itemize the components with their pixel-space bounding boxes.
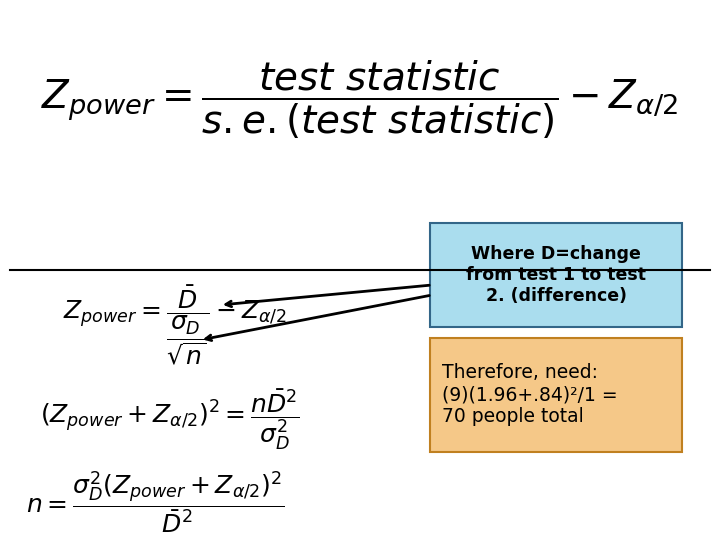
- Text: Where D=change
from test 1 to test
2. (difference): Where D=change from test 1 to test 2. (d…: [466, 245, 646, 305]
- Text: $n = \dfrac{\sigma_D^{2}\left(Z_{power} + Z_{\alpha/2}\right)^2}{\bar{D}^2}$: $n = \dfrac{\sigma_D^{2}\left(Z_{power} …: [26, 469, 284, 535]
- FancyBboxPatch shape: [430, 338, 682, 452]
- Text: $\left(Z_{power} + Z_{\alpha/2}\right)^2 = \dfrac{n\bar{D}^2}{\sigma_D^{2}}$: $\left(Z_{power} + Z_{\alpha/2}\right)^2…: [40, 388, 300, 452]
- FancyBboxPatch shape: [430, 223, 682, 327]
- Text: $Z_{power} = \dfrac{\bar{D}}{\dfrac{\sigma_D}{\sqrt{n}}} - Z_{\alpha/2}$: $Z_{power} = \dfrac{\bar{D}}{\dfrac{\sig…: [63, 283, 287, 367]
- Text: $Z_{power} = \dfrac{\mathit{test\ statistic}}{\mathit{s.e.(test\ statistic)}} - : $Z_{power} = \dfrac{\mathit{test\ statis…: [42, 59, 678, 141]
- Text: Therefore, need:
(9)(1.96+.84)²/1 =
70 people total: Therefore, need: (9)(1.96+.84)²/1 = 70 p…: [442, 363, 618, 427]
